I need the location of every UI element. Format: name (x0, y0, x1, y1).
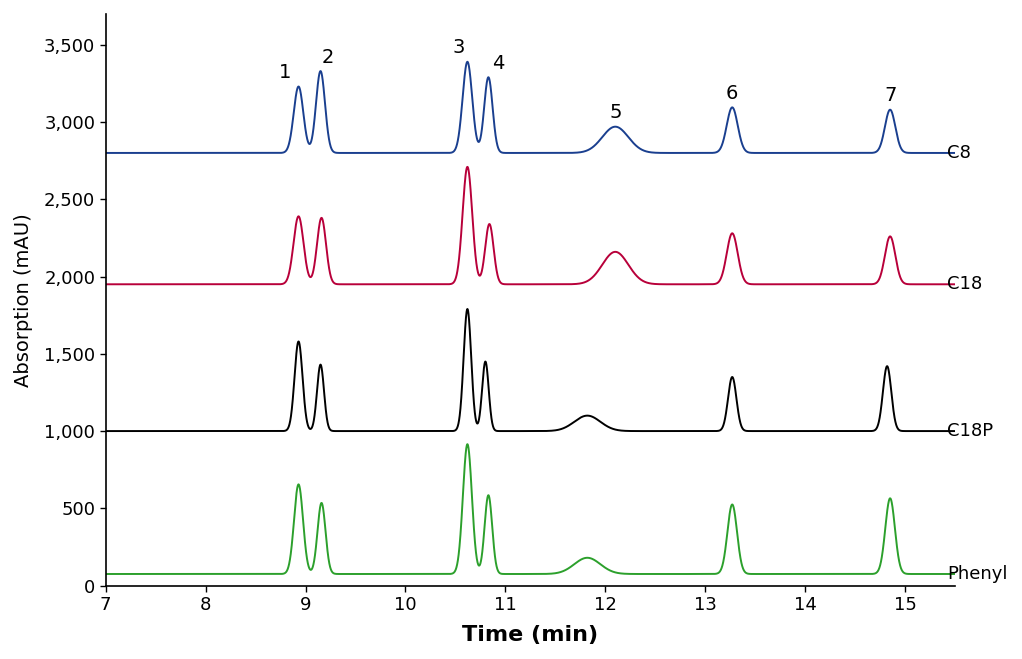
Text: C18: C18 (947, 275, 982, 293)
Text: 6: 6 (726, 84, 739, 103)
Text: C8: C8 (947, 144, 971, 162)
Text: Phenyl: Phenyl (947, 565, 1008, 583)
Text: 1: 1 (279, 63, 291, 82)
Text: 4: 4 (493, 54, 505, 73)
Text: 7: 7 (884, 86, 896, 105)
Y-axis label: Absorption (mAU): Absorption (mAU) (14, 213, 33, 387)
X-axis label: Time (min): Time (min) (462, 625, 599, 645)
Text: 2: 2 (321, 47, 334, 67)
Text: 5: 5 (609, 103, 621, 123)
Text: 3: 3 (452, 38, 465, 57)
Text: C18P: C18P (947, 422, 993, 440)
